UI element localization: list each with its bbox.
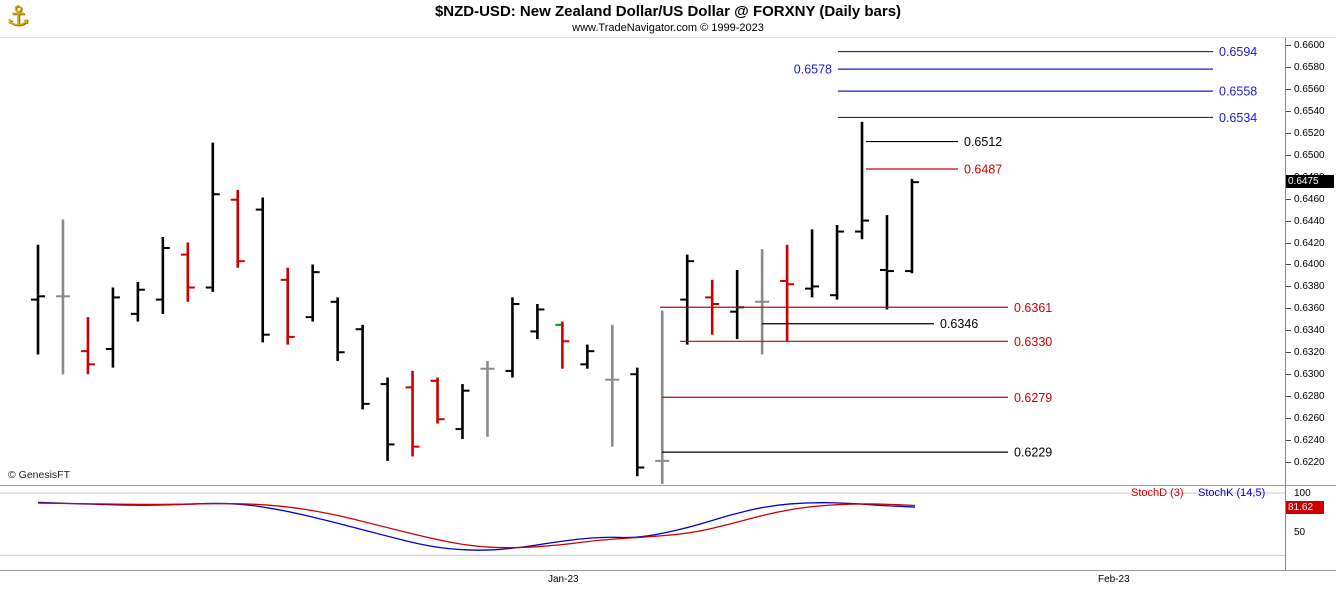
- price-axis[interactable]: 0.6475 0.6600 0.6580 0.6560 0.6540 0.6520 0.6…: [1286, 38, 1336, 485]
- price-axis-label: 0.6600: [1294, 40, 1325, 51]
- stochd-indicator-label[interactable]: StochD (3): [1131, 487, 1184, 499]
- price-level-label[interactable]: 0.6578: [794, 63, 832, 77]
- price-level-label[interactable]: 0.6594: [1219, 45, 1257, 59]
- axis-tick: [1286, 88, 1291, 90]
- price-level-label[interactable]: 0.6229: [1014, 446, 1052, 460]
- axis-tick: [1286, 264, 1291, 266]
- price-axis-label: 0.6360: [1294, 303, 1325, 315]
- axis-tick: [1286, 462, 1291, 463]
- price-axis-label: 0.6440: [1294, 215, 1325, 227]
- price-level-label[interactable]: 0.6279: [1014, 391, 1052, 405]
- price-axis-label: 0.6220: [1294, 457, 1325, 468]
- price-axis-label: 0.6580: [1294, 61, 1325, 73]
- axis-tick: [1286, 110, 1291, 112]
- anchor-logo-icon: ⚓: [6, 1, 31, 32]
- price-level-label[interactable]: 0.6361: [1014, 301, 1052, 315]
- header-divider: [0, 37, 1336, 38]
- month-label-feb: Feb-23: [1098, 574, 1130, 585]
- stochk-indicator-label[interactable]: StochK (14,5): [1198, 487, 1266, 499]
- price-axis-label: 0.6400: [1294, 259, 1325, 271]
- axis-tick: [1286, 330, 1291, 332]
- date-axis: Jan-23 Feb-23: [0, 571, 1336, 591]
- month-label-jan: Jan-23: [548, 574, 579, 585]
- price-axis-label: 0.6320: [1294, 347, 1325, 359]
- price-axis-label: 0.6380: [1294, 281, 1325, 293]
- axis-tick: [1286, 220, 1291, 222]
- axis-tick: [1286, 66, 1291, 68]
- price-level-label[interactable]: 0.6558: [1219, 85, 1257, 99]
- stochastic-panel[interactable]: [0, 485, 1286, 570]
- price-axis-label: 0.6460: [1294, 193, 1325, 205]
- axis-tick: [1286, 374, 1291, 376]
- stochd-line: [37, 502, 916, 549]
- price-axis-label: 0.6280: [1294, 391, 1325, 403]
- axis-border: [1285, 38, 1286, 591]
- stoch-axis-label: 100: [1294, 488, 1311, 499]
- price-level-label[interactable]: 0.6330: [1014, 335, 1052, 349]
- genesisft-watermark: © GenesisFT: [8, 469, 71, 481]
- price-axis-label: 0.6240: [1294, 435, 1325, 447]
- price-axis-label: 0.6300: [1294, 369, 1325, 381]
- price-axis-label: 0.6420: [1294, 237, 1325, 249]
- price-axis-label: 0.6520: [1294, 127, 1325, 139]
- stoch-panel-canvas[interactable]: [0, 485, 1286, 570]
- axis-tick: [1286, 198, 1291, 200]
- axis-tick: [1286, 132, 1291, 134]
- axis-tick: [1286, 286, 1291, 288]
- price-level-label[interactable]: 0.6487: [964, 163, 1002, 177]
- panel-divider: [0, 485, 1336, 486]
- price-axis-label: 0.6340: [1294, 325, 1325, 337]
- axis-tick: [1286, 396, 1291, 398]
- price-axis-label: 0.6540: [1294, 105, 1325, 117]
- price-chart-area[interactable]: 0.6594 0.6578 0.6558 0.6534 0.6512 0.6487 0.63…: [0, 38, 1286, 485]
- axis-tick: [1286, 154, 1291, 156]
- axis-tick: [1286, 418, 1291, 420]
- chart-subtitle: www.TradeNavigator.com © 1999-2023: [572, 22, 764, 34]
- stoch-axis: 81.62 100 50: [1286, 485, 1336, 570]
- price-axis-label: 0.6260: [1294, 413, 1325, 425]
- price-level-label[interactable]: 0.6534: [1219, 111, 1257, 125]
- price-level-label[interactable]: 0.6512: [964, 135, 1002, 149]
- axis-tick: [1286, 45, 1291, 46]
- axis-tick: [1286, 308, 1291, 310]
- price-panel-canvas[interactable]: 0.6594 0.6578 0.6558 0.6534 0.6512 0.6487 0.63…: [0, 38, 1286, 485]
- chart-title: $NZD-USD: New Zealand Dollar/US Dollar @…: [434, 3, 902, 20]
- axis-tick: [1286, 242, 1291, 244]
- stoch-axis-label: 50: [1294, 527, 1306, 538]
- stochk-line: [37, 501, 916, 551]
- price-axis-label: 0.6500: [1294, 149, 1325, 161]
- current-price-badge: 0.6475: [1286, 175, 1334, 189]
- price-axis-label: 0.6560: [1294, 83, 1325, 95]
- stoch-value-badge: 81.62: [1286, 501, 1324, 515]
- axis-tick: [1286, 440, 1291, 442]
- date-strip-border: [0, 570, 1336, 571]
- axis-tick: [1286, 352, 1291, 354]
- price-level-label[interactable]: 0.6346: [940, 317, 978, 331]
